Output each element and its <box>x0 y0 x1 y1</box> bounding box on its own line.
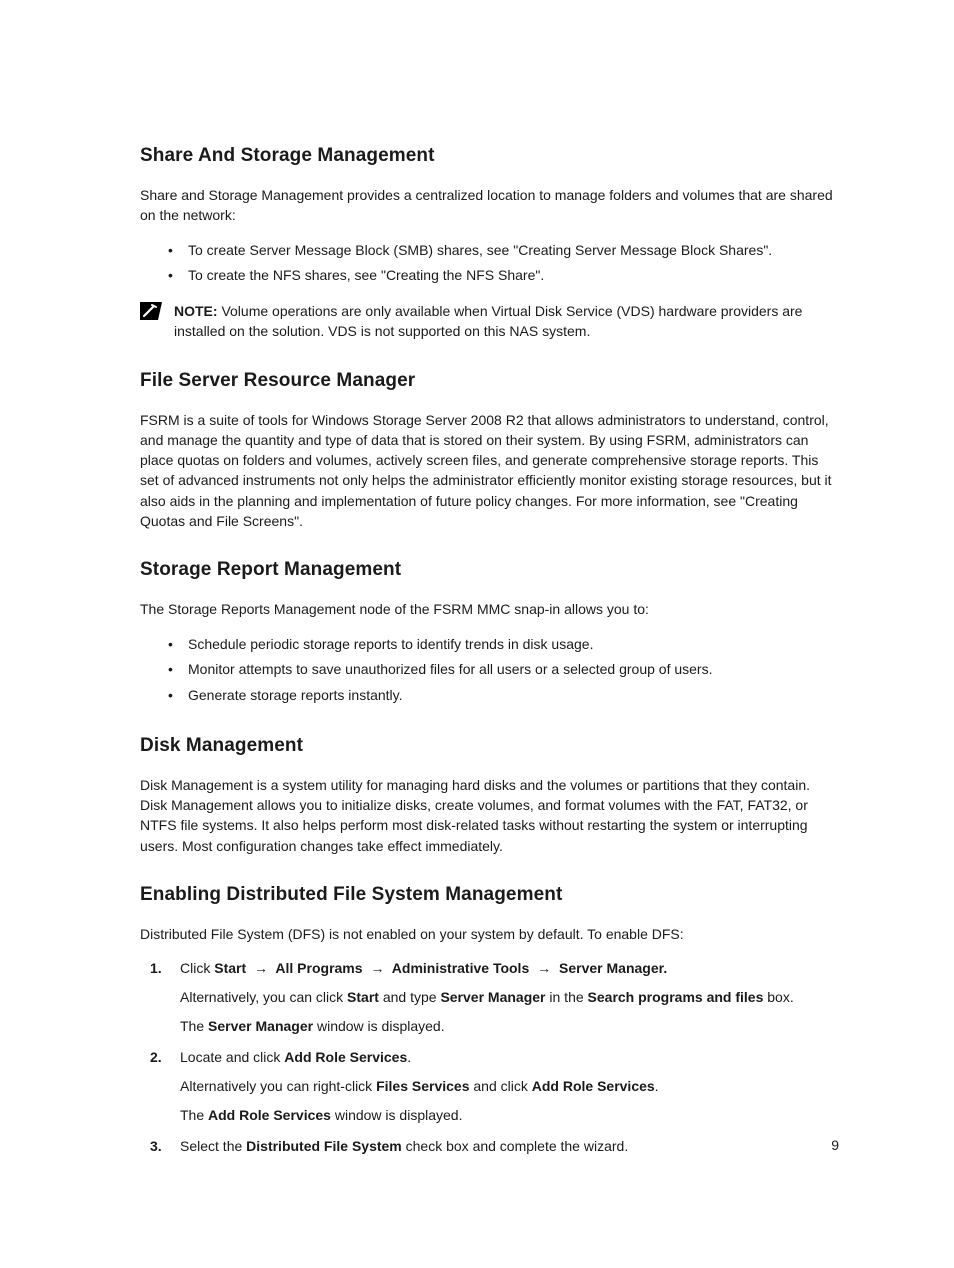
bold-text: Add Role Services <box>208 1107 331 1123</box>
para-srm-intro: The Storage Reports Management node of t… <box>140 599 839 619</box>
bold-text: Add Role Services <box>284 1049 407 1065</box>
text: The <box>180 1018 208 1034</box>
bold-text: Files Services <box>376 1078 469 1094</box>
para-share-intro: Share and Storage Management provides a … <box>140 185 839 226</box>
list-item: Monitor attempts to save unauthorized fi… <box>188 659 839 681</box>
arrow-icon: → <box>250 958 272 979</box>
text: window is displayed. <box>331 1107 463 1123</box>
text: . <box>655 1078 659 1094</box>
bold-text: Start <box>214 960 250 976</box>
step-item: Select the Distributed File System check… <box>140 1136 839 1157</box>
step-line: Click Start → All Programs → Administrat… <box>180 958 839 979</box>
bold-text: Add Role Services <box>532 1078 655 1094</box>
text: box. <box>763 989 793 1005</box>
section-share-storage: Share And Storage Management Share and S… <box>140 145 839 342</box>
bold-text: Server Manager. <box>555 960 667 976</box>
bold-text: Search programs and files <box>588 989 764 1005</box>
text: and type <box>379 989 441 1005</box>
bold-text: All Programs <box>272 960 366 976</box>
step-line: The Server Manager window is displayed. <box>180 1016 839 1037</box>
bold-text: Administrative Tools <box>388 960 533 976</box>
note-body: Volume operations are only available whe… <box>174 303 802 339</box>
text: Alternatively, you can click <box>180 989 347 1005</box>
bold-text: Start <box>347 989 379 1005</box>
step-item: Locate and click Add Role Services. Alte… <box>140 1047 839 1126</box>
bold-text: Distributed File System <box>246 1138 402 1154</box>
text: Click <box>180 960 214 976</box>
note-label: NOTE: <box>174 303 218 319</box>
heading-dm: Disk Management <box>140 735 839 757</box>
step-line: Locate and click Add Role Services. <box>180 1047 839 1068</box>
section-dfs: Enabling Distributed File System Managem… <box>140 884 839 1157</box>
text: in the <box>546 989 588 1005</box>
arrow-icon: → <box>533 958 555 979</box>
text: The <box>180 1107 208 1123</box>
text: . <box>407 1049 411 1065</box>
section-fsrm: File Server Resource Manager FSRM is a s… <box>140 370 839 532</box>
text: Select the <box>180 1138 246 1154</box>
step-line: Alternatively, you can click Start and t… <box>180 987 839 1008</box>
heading-share-storage: Share And Storage Management <box>140 145 839 167</box>
dfs-step-list: Click Start → All Programs → Administrat… <box>140 958 839 1157</box>
list-item: To create Server Message Block (SMB) sha… <box>188 240 839 262</box>
heading-srm: Storage Report Management <box>140 559 839 581</box>
step-line: The Add Role Services window is displaye… <box>180 1105 839 1126</box>
heading-fsrm: File Server Resource Manager <box>140 370 839 392</box>
note-block: NOTE: Volume operations are only availab… <box>140 301 839 342</box>
para-fsrm-body: FSRM is a suite of tools for Windows Sto… <box>140 410 839 532</box>
section-dm: Disk Management Disk Management is a sys… <box>140 735 839 856</box>
para-dfs-intro: Distributed File System (DFS) is not ena… <box>140 924 839 944</box>
list-item: Generate storage reports instantly. <box>188 685 839 707</box>
step-line: Alternatively you can right-click Files … <box>180 1076 839 1097</box>
bold-text: Server Manager <box>208 1018 313 1034</box>
text: check box and complete the wizard. <box>402 1138 628 1154</box>
step-line: Select the Distributed File System check… <box>180 1136 839 1157</box>
heading-dfs: Enabling Distributed File System Managem… <box>140 884 839 906</box>
list-item: Schedule periodic storage reports to ide… <box>188 634 839 656</box>
para-dm-body: Disk Management is a system utility for … <box>140 775 839 856</box>
list-item: To create the NFS shares, see "Creating … <box>188 265 839 287</box>
step-item: Click Start → All Programs → Administrat… <box>140 958 839 1037</box>
note-text: NOTE: Volume operations are only availab… <box>174 301 839 342</box>
note-icon <box>140 302 162 325</box>
page-number: 9 <box>831 1137 839 1153</box>
srm-bullet-list: Schedule periodic storage reports to ide… <box>140 634 839 707</box>
text: Alternatively you can right-click <box>180 1078 376 1094</box>
section-srm: Storage Report Management The Storage Re… <box>140 559 839 706</box>
arrow-icon: → <box>366 958 388 979</box>
bold-text: Server Manager <box>440 989 545 1005</box>
text: Locate and click <box>180 1049 284 1065</box>
text: window is displayed. <box>313 1018 445 1034</box>
share-bullet-list: To create Server Message Block (SMB) sha… <box>140 240 839 287</box>
text: and click <box>469 1078 531 1094</box>
